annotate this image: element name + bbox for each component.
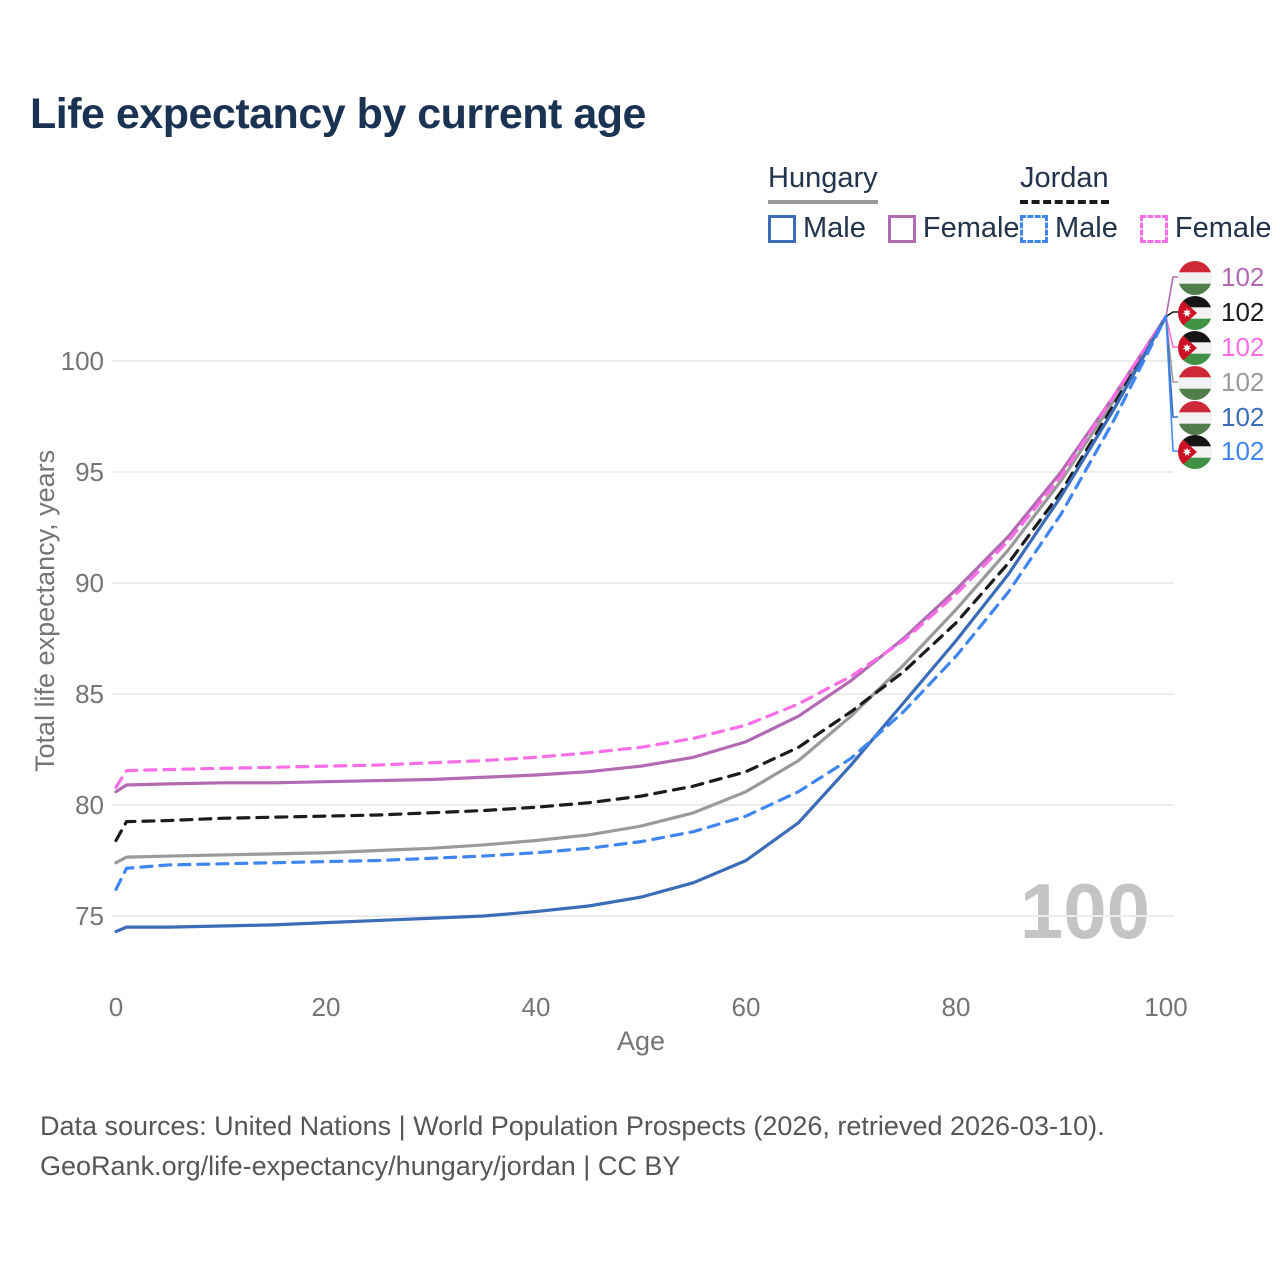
legend-group-hungary: Hungary Male Female xyxy=(768,162,1020,245)
legend-item-label: Male xyxy=(803,212,866,244)
jordan-flag-icon xyxy=(1178,330,1212,365)
series-lines xyxy=(114,315,1168,934)
x-tick-label: 40 xyxy=(521,992,551,1022)
hungary-male-swatch-icon xyxy=(768,214,796,243)
end-label-row: 102 xyxy=(1178,434,1264,469)
legend-country-jordan: Jordan xyxy=(1020,162,1109,204)
legend-item-hungary-female[interactable]: Female xyxy=(887,212,1020,245)
end-value-label: 102 xyxy=(1221,332,1265,362)
end-value-label: 102 xyxy=(1221,297,1265,327)
age-watermark: 100 xyxy=(1019,867,1150,955)
page-title: Life expectancy by current age xyxy=(30,90,646,138)
x-tick-label: 80 xyxy=(941,992,971,1022)
hungary-flag-icon xyxy=(1178,400,1212,435)
legend-item-label: Female xyxy=(922,212,1020,244)
end-label-row: 102 xyxy=(1178,295,1264,330)
x-tick-label: 0 xyxy=(108,992,124,1022)
end-label-row: 102 xyxy=(1178,400,1264,435)
x-tick-label: 100 xyxy=(1144,992,1188,1022)
y-tick-label: 95 xyxy=(75,457,104,487)
jordan-flag-icon xyxy=(1178,434,1212,469)
x-tick-label: 60 xyxy=(731,992,761,1022)
jordan-male-swatch-icon xyxy=(1020,214,1048,243)
data-sources-text: Data sources: United Nations | World Pop… xyxy=(40,1111,1105,1141)
end-value-label: 102 xyxy=(1221,436,1265,466)
hungary-flag-icon xyxy=(1178,365,1212,400)
end-label-row: 102 xyxy=(1178,365,1264,400)
jordan-flag-icon xyxy=(1178,295,1212,330)
y-axis-title: Total life expectancy, years xyxy=(30,449,60,772)
hungary-flag-icon xyxy=(1178,260,1212,295)
legend-item-label: Male xyxy=(1055,212,1118,244)
legend-item-jordan-male[interactable]: Male xyxy=(1020,212,1118,245)
series-line-jordan-female xyxy=(114,315,1168,789)
end-value-label: 102 xyxy=(1221,262,1265,292)
y-tick-label: 90 xyxy=(75,568,104,598)
x-tick-label: 20 xyxy=(311,992,341,1022)
y-tick-label: 85 xyxy=(75,679,104,709)
footer: Data sources: United Nations | World Pop… xyxy=(40,1106,1105,1186)
gridlines xyxy=(112,360,1174,917)
y-tick-label: 100 xyxy=(60,346,104,376)
end-value-label: 102 xyxy=(1221,367,1265,397)
end-value-label: 102 xyxy=(1221,402,1265,432)
series-line-jordan xyxy=(114,315,1168,843)
end-label-row: 102 xyxy=(1178,330,1264,365)
x-axis-title: Age xyxy=(616,1026,666,1056)
attribution-text: GeoRank.org/life-expectancy/hungary/jord… xyxy=(40,1151,681,1181)
series-line-jordan-male xyxy=(114,315,1168,891)
end-label-row: 102 xyxy=(1178,260,1264,295)
series-line-hungary-female xyxy=(114,315,1168,794)
legend-country-hungary: Hungary xyxy=(768,162,878,204)
y-tick-label: 80 xyxy=(75,790,104,820)
y-tick-label: 75 xyxy=(75,901,104,931)
legend-item-label: Female xyxy=(1174,212,1272,244)
jordan-female-swatch-icon xyxy=(1139,214,1168,243)
legend-item-jordan-female[interactable]: Female xyxy=(1139,212,1272,245)
series-line-hungary xyxy=(114,315,1168,865)
legend-item-hungary-male[interactable]: Male xyxy=(768,212,866,245)
legend-group-jordan: Jordan Male Female xyxy=(1020,162,1272,245)
hungary-female-swatch-icon xyxy=(887,214,916,243)
series-line-hungary-male xyxy=(114,315,1168,934)
